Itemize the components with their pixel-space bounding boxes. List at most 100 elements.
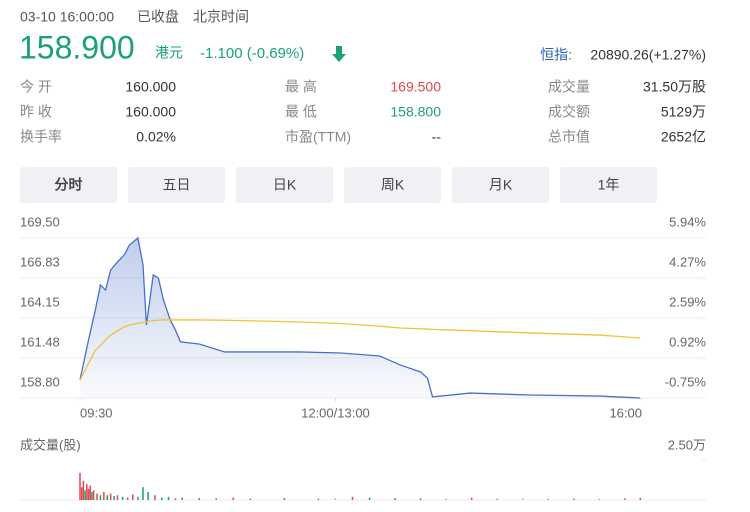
tab-label[interactable]: 五日 — [163, 177, 191, 193]
volume-bar — [106, 495, 108, 500]
timezone: 北京时间 — [193, 9, 249, 25]
y-tick-label: 161.48 — [20, 334, 60, 349]
tab-label[interactable]: 周K — [381, 177, 405, 193]
y-tick-label: 166.83 — [20, 254, 60, 269]
volume-bar — [79, 472, 81, 500]
tab[interactable] — [452, 167, 549, 203]
volume-bar — [419, 498, 422, 500]
stat-label: 最 低 — [285, 104, 317, 120]
down-arrow — [332, 46, 346, 62]
y2-tick-label: 4.27% — [669, 254, 706, 269]
volume-bar — [249, 498, 252, 500]
tabs: 分时 五日 日K 周K 月K 1年 — [20, 167, 657, 203]
y-tick-label: 164.15 — [20, 294, 60, 309]
volume-bar — [82, 480, 85, 500]
volume-bar — [137, 496, 139, 500]
index-label[interactable]: 恒指: — [540, 47, 572, 63]
volume-bar — [639, 497, 642, 500]
stat-value: 31.50万股 — [643, 79, 706, 95]
stat-label: 换手率 — [20, 129, 62, 145]
volume-bar — [598, 498, 601, 500]
y2-tick-label: 5.94% — [669, 214, 706, 229]
x-tick-label: 09:30 — [80, 405, 113, 420]
timestamp: 03-10 16:00:00 — [20, 9, 114, 25]
tab-label[interactable]: 1年 — [598, 177, 620, 193]
volume-bar — [109, 493, 112, 500]
volume-bar — [522, 498, 524, 500]
tab[interactable] — [560, 167, 657, 203]
volume-bar — [232, 497, 235, 500]
volume-bar — [368, 497, 371, 500]
volume-bar — [84, 490, 86, 500]
y-tick-label: 2.50万 — [668, 437, 706, 452]
stat-label: 总市值 — [548, 129, 590, 145]
volume-bar — [198, 498, 200, 500]
y2-tick-label: 0.92% — [669, 334, 706, 349]
volume-bar — [132, 494, 134, 500]
tab-label[interactable]: 分时 — [55, 177, 83, 193]
volume-bar — [167, 496, 170, 500]
volume-bar — [91, 492, 93, 500]
volume-bar — [99, 495, 102, 500]
tab[interactable] — [236, 167, 333, 203]
volume-bar — [121, 496, 124, 500]
volume-bar — [624, 498, 626, 500]
price: 158.900 — [19, 29, 135, 65]
volume-bar — [154, 495, 156, 500]
volume-bar — [86, 484, 88, 500]
stat-value: 160.000 — [125, 79, 176, 95]
volume-bar — [142, 487, 144, 500]
y-tick-label: 169.50 — [20, 214, 60, 229]
volume-bar — [547, 499, 550, 500]
tab-label[interactable]: 月K — [489, 177, 513, 193]
stat-value: 158.800 — [390, 104, 441, 120]
stat-value: -- — [432, 129, 442, 145]
volume-bar — [174, 498, 177, 500]
index-value[interactable]: 20890.26(+1.27%) — [590, 47, 706, 63]
y2-tick-label: 2.59% — [669, 295, 706, 310]
stat-label: 昨 收 — [20, 104, 52, 120]
volume-bar — [147, 492, 149, 500]
y2-tick-label: -0.75% — [665, 374, 707, 389]
stat-label: 市盈(TTM) — [285, 129, 351, 145]
volume-bar — [89, 485, 91, 500]
volume-bar — [317, 498, 320, 500]
series-line — [79, 319, 641, 381]
volume-bar — [394, 498, 396, 500]
volume-bar — [334, 498, 337, 500]
currency: 港元 — [155, 45, 183, 61]
volume-bar — [215, 498, 217, 500]
tab[interactable] — [20, 167, 117, 203]
stat-value: 0.02% — [136, 129, 176, 145]
volume-bar — [496, 498, 498, 500]
stat-label: 成交额 — [548, 104, 590, 120]
stat-label: 今 开 — [20, 79, 52, 95]
stat-value: 160.000 — [125, 104, 176, 120]
volume-bar — [87, 488, 90, 500]
price-area — [80, 238, 641, 398]
volume-bar — [116, 495, 119, 500]
volume-bar — [103, 492, 105, 500]
x-tick-label: 16:00 — [609, 405, 642, 420]
volume-bar — [351, 496, 354, 500]
tab[interactable] — [128, 167, 225, 203]
volume-bar — [470, 497, 473, 500]
volume-bar — [96, 493, 98, 500]
stat-value: 169.500 — [390, 79, 441, 95]
volume-bar — [113, 496, 115, 500]
y-tick-label: 158.80 — [20, 374, 60, 389]
volume-bar — [445, 498, 447, 500]
volume-title: 成交量(股) — [20, 437, 81, 452]
stat-label: 成交量 — [548, 79, 590, 95]
market-status: 已收盘 — [137, 9, 179, 25]
tab[interactable] — [344, 167, 441, 203]
stat-label: 最 高 — [285, 79, 317, 95]
volume-bar — [283, 498, 286, 500]
volume-bar — [80, 487, 83, 500]
volume-bar — [573, 498, 575, 500]
tab-label[interactable]: 日K — [273, 177, 297, 193]
chart: 169.50 166.83 164.15 161.48 158.80 5.94% 4.27%… — [20, 214, 707, 501]
volume-bar — [181, 497, 183, 500]
